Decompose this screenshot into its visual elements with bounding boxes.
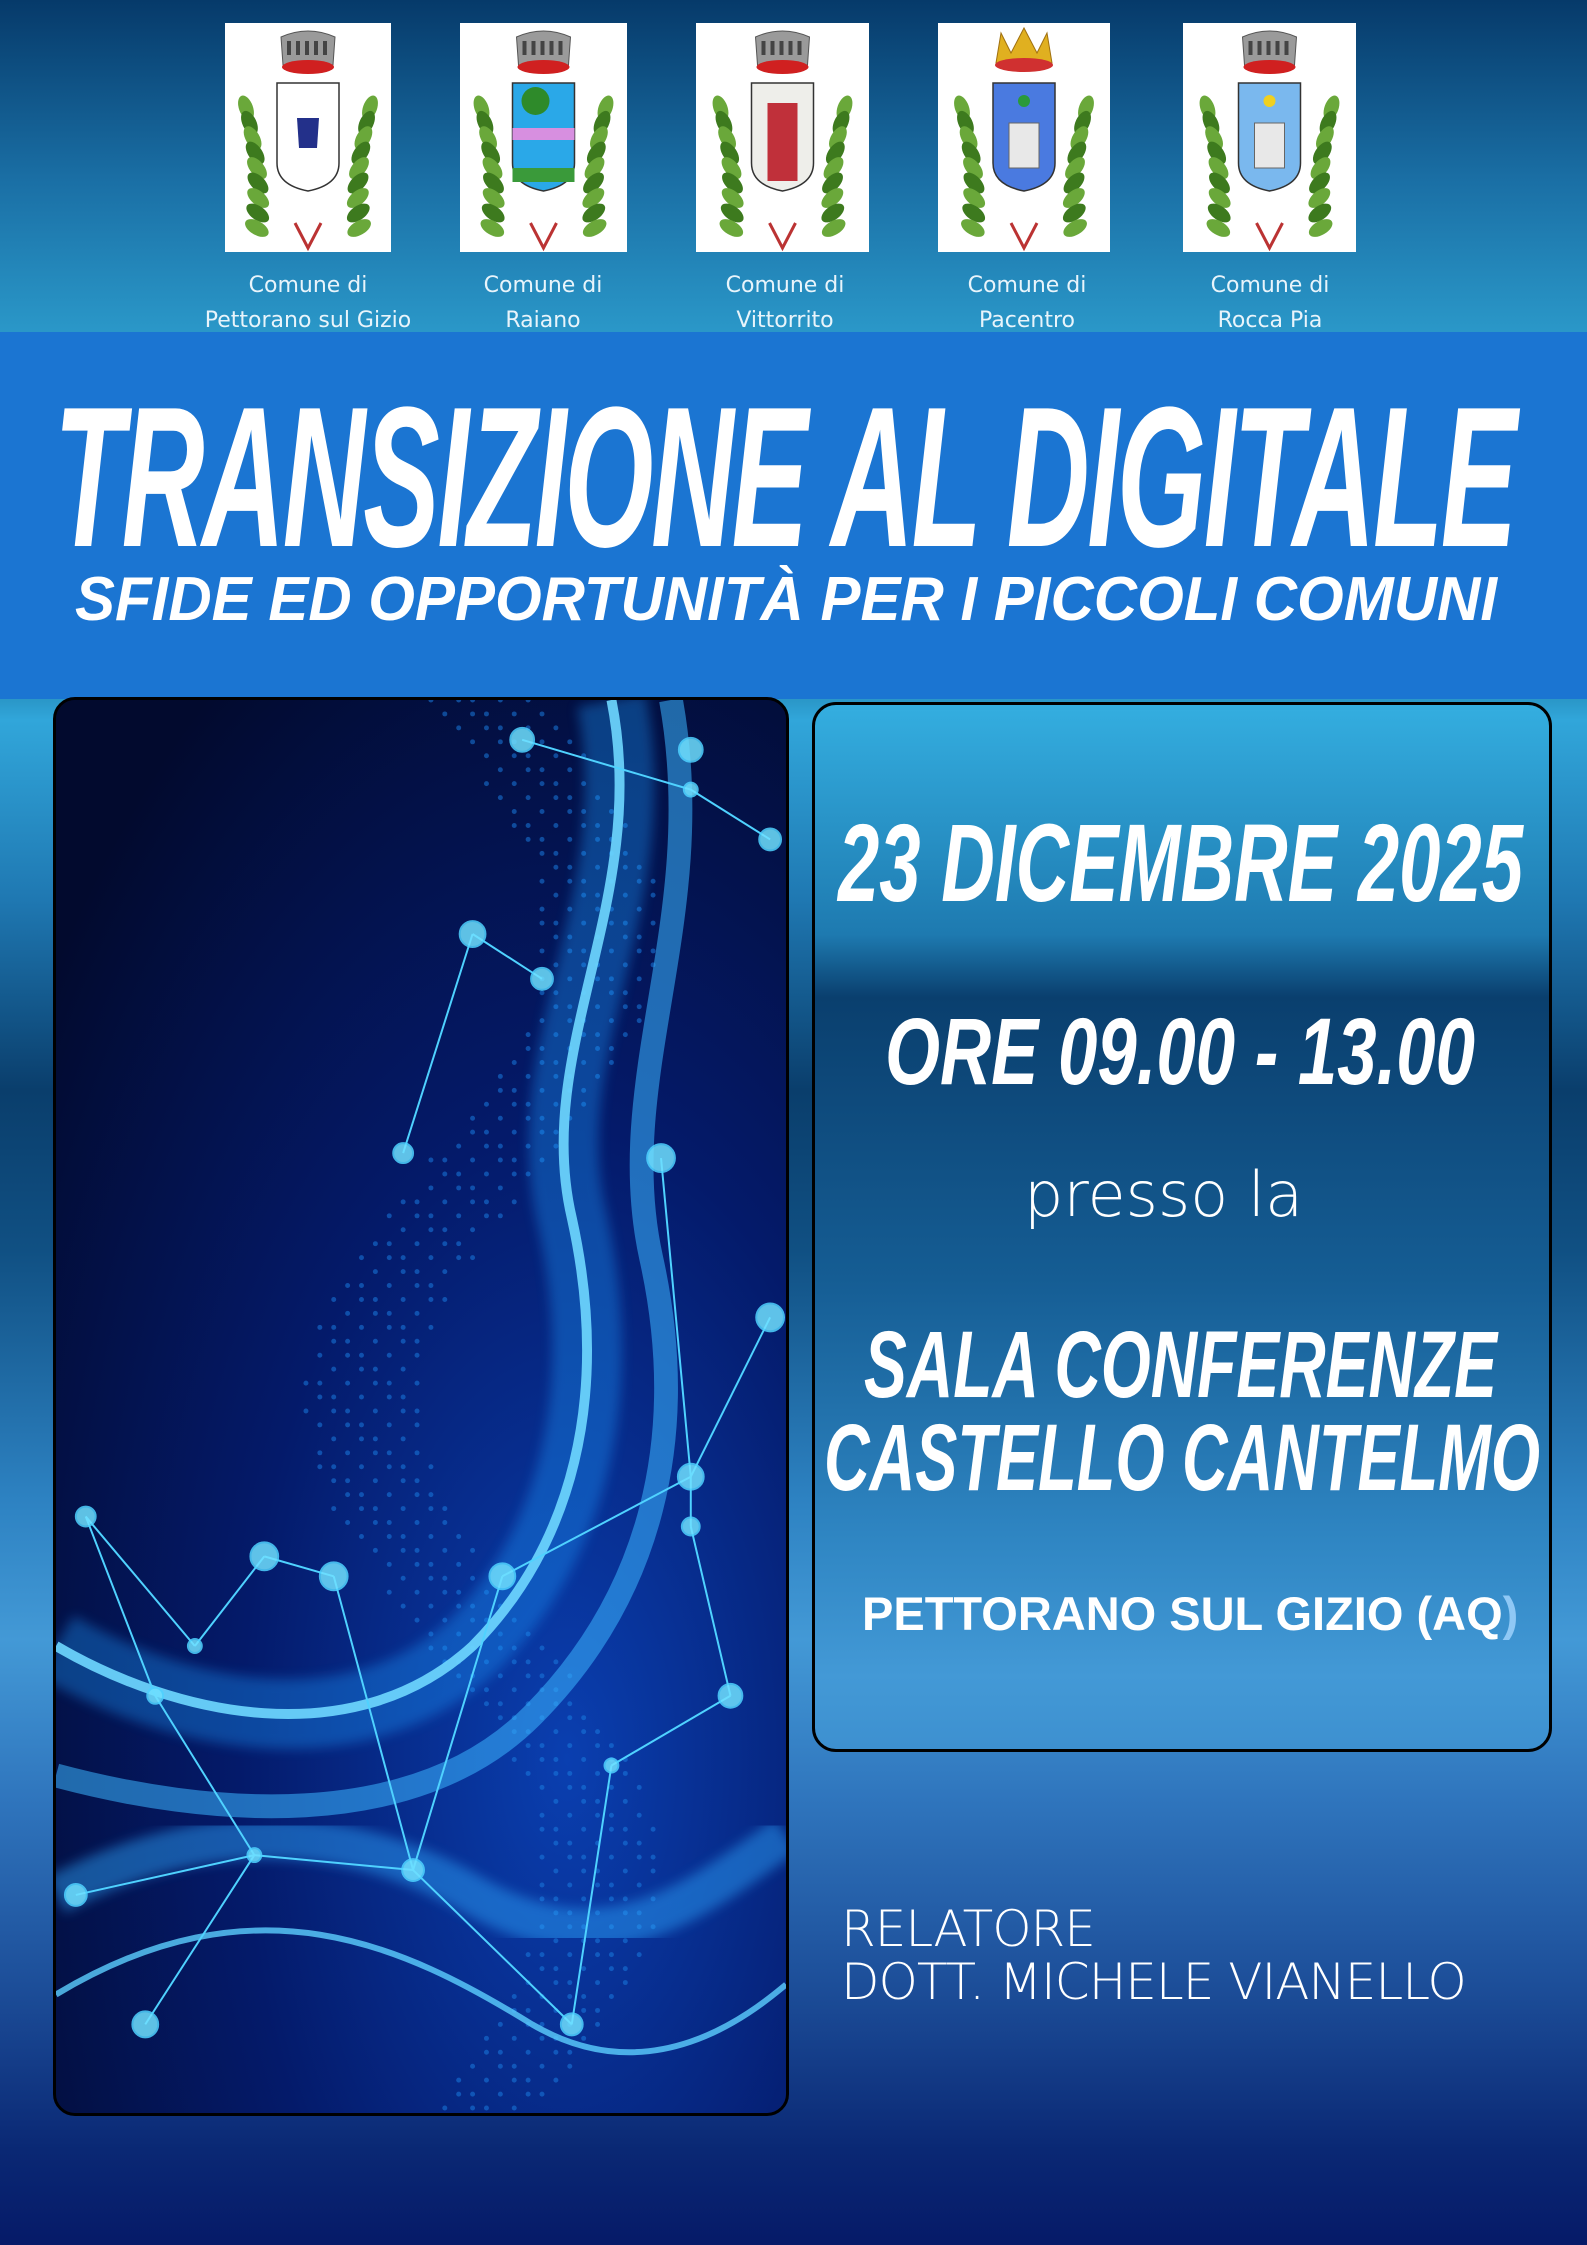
network-node (488, 1562, 517, 1591)
title-band (0, 332, 1587, 699)
municipality-label: Comune di Rocca Pia (1210, 273, 1330, 333)
crest-raiano (460, 23, 627, 252)
network-link (690, 788, 771, 841)
page-subtitle: SFIDE ED OPPORTUNITÀ PER I PICCOLI COMUN… (75, 565, 1497, 634)
network-link (660, 1157, 692, 1477)
network-node (530, 966, 554, 991)
coat-of-arms-icon (954, 26, 1094, 252)
network-node (74, 1505, 97, 1528)
crest-pettorano (225, 23, 391, 252)
crest-vittorrito (696, 23, 869, 252)
network-node (246, 1847, 263, 1864)
network-node (146, 1686, 165, 1705)
network-link (154, 1695, 256, 1856)
network-link (254, 1854, 414, 1872)
municipality-label: Comune di Raiano (483, 273, 603, 333)
network-link (501, 1475, 692, 1578)
network-node (758, 827, 783, 852)
network-node (458, 920, 487, 948)
network-node (717, 1682, 744, 1709)
network-node (401, 1858, 425, 1882)
network-link (332, 1576, 415, 1871)
network-link (402, 933, 474, 1154)
coat-of-arms-icon (712, 30, 853, 252)
speaker-block: RELATORE DOTT. MICHELE VIANELLO (841, 1900, 1467, 2011)
event-location: PETTORANO SUL GIZIO (AQ) (862, 1586, 1518, 1641)
network-link (570, 1765, 613, 2025)
network-link (521, 738, 692, 791)
network-node (682, 781, 699, 798)
network-node (559, 2012, 584, 2037)
crest-rocca-pia (1183, 23, 1356, 252)
network-node (676, 1462, 705, 1491)
network-link (75, 1854, 255, 1896)
network-node (186, 1638, 203, 1654)
crest-pacentro (938, 23, 1110, 252)
network-link (412, 1869, 573, 2026)
network-link (610, 1694, 731, 1767)
digital-network-image (53, 697, 789, 2116)
network-link (144, 1854, 256, 2025)
network-node (755, 1302, 786, 1333)
network-node (680, 1516, 701, 1537)
coat-of-arms-icon (1199, 30, 1340, 252)
venue-line-1: SALA CONFERENZE (864, 1312, 1497, 1418)
coat-of-arms-icon (238, 30, 378, 252)
municipality-label: Comune di Vittorrito (725, 273, 845, 333)
network-link (84, 1516, 157, 1697)
page-title: TRANSIZIONE AL DIGITALE (54, 366, 1517, 589)
location-paren: ) (1502, 1587, 1519, 1640)
network-node (392, 1142, 415, 1165)
speaker-name: DOTT. MICHELE VIANELLO (841, 1953, 1467, 2011)
speaker-role: RELATORE (841, 1900, 1096, 1958)
municipality-label: Comune di Pettorano sul Gizio (204, 273, 412, 333)
municipality-label: Comune di Pacentro (967, 273, 1087, 333)
event-date: 23 DICEMBRE 2025 (838, 802, 1523, 925)
network-link (84, 1515, 196, 1647)
network-node (131, 2010, 160, 2039)
network-node (63, 1882, 88, 1907)
location-text: PETTORANO SUL GIZIO (AQ (862, 1587, 1503, 1640)
network-node (249, 1541, 280, 1572)
network-node (646, 1143, 676, 1173)
network-node (509, 726, 536, 753)
network-node (318, 1561, 349, 1592)
presso-label: presso la (1024, 1158, 1304, 1231)
network-link (194, 1555, 266, 1647)
coat-of-arms-icon (473, 30, 614, 252)
network-link (689, 1316, 772, 1478)
network-node (677, 736, 704, 763)
venue-line-2: CASTELLO CANTELMO (824, 1405, 1540, 1511)
network-link (689, 1526, 732, 1696)
event-info-box (812, 702, 1552, 1752)
event-time: ORE 09.00 - 13.00 (885, 999, 1475, 1105)
network-link (412, 1575, 504, 1871)
network-node (603, 1757, 620, 1774)
